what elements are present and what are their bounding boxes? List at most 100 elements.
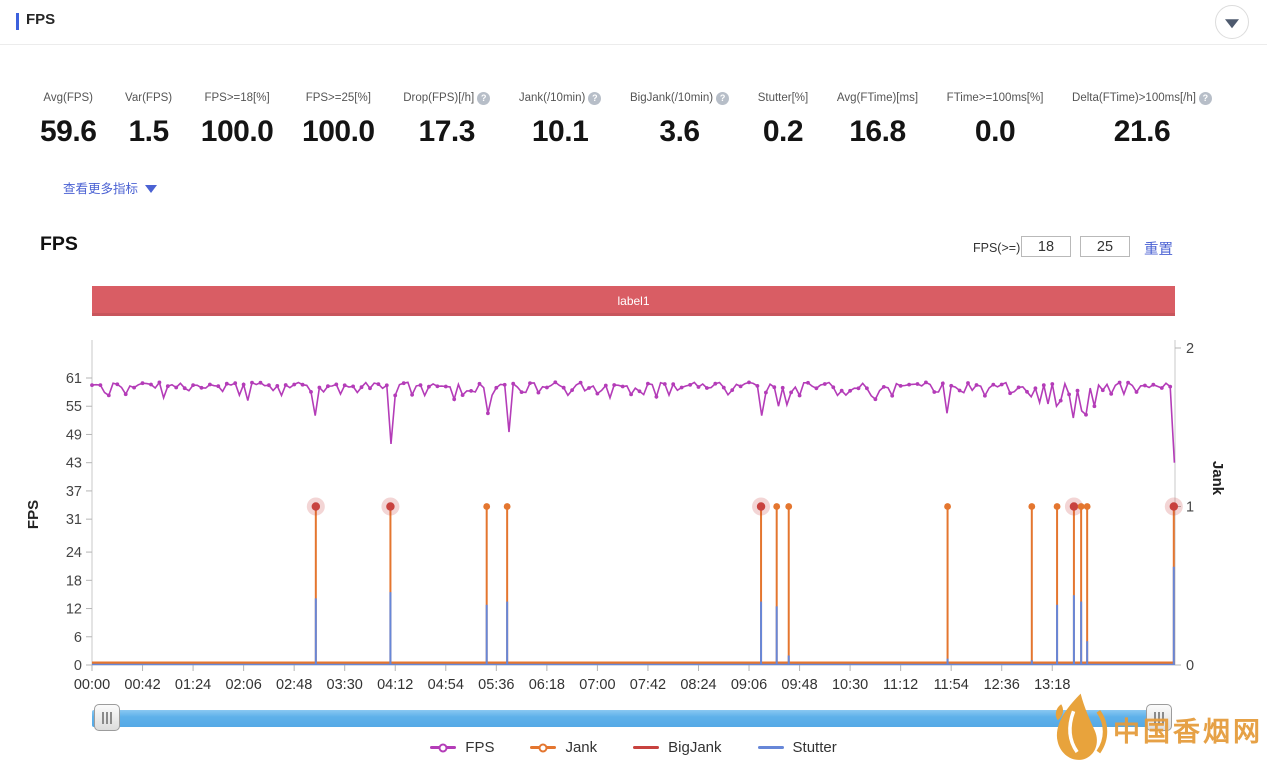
metric-label: FTime>=100ms[%] xyxy=(947,90,1044,106)
help-icon[interactable]: ? xyxy=(716,91,730,105)
metric-value: 100.0 xyxy=(302,115,375,148)
x-tick-label: 09:06 xyxy=(731,677,767,693)
help-icon[interactable]: ? xyxy=(477,91,491,105)
fps-point xyxy=(401,381,406,386)
fps-point xyxy=(991,382,996,387)
legend-label: Jank xyxy=(565,739,598,756)
fps-point xyxy=(376,382,381,386)
x-tick-label: 02:48 xyxy=(276,677,312,693)
fps-point xyxy=(1016,385,1021,390)
collapse-panel-button[interactable] xyxy=(1215,5,1249,39)
metric-label-text: Stutter[%] xyxy=(757,92,809,104)
fps-point xyxy=(511,381,516,386)
legend-item-jank[interactable]: Jank xyxy=(530,739,597,756)
fps-point xyxy=(1159,386,1164,390)
metric-9: FTime>=100ms[%] 0.0 xyxy=(947,90,1044,149)
reset-button[interactable]: 重置 xyxy=(1144,242,1173,258)
fps-point xyxy=(721,385,726,390)
fps-point xyxy=(1008,391,1012,396)
fps-point xyxy=(932,390,937,394)
y-right-axis-title: Jank xyxy=(1209,461,1226,496)
fps-point xyxy=(966,381,970,385)
fps-point xyxy=(300,382,305,387)
view-more-metrics-link[interactable]: 查看更多指标 xyxy=(63,178,158,197)
metric-label: Avg(FTime)[ms] xyxy=(837,90,918,106)
fps-point xyxy=(730,388,735,392)
fps-point xyxy=(1084,412,1088,417)
x-tick-label: 03:30 xyxy=(327,677,363,693)
fps-point xyxy=(393,393,398,398)
fps-point xyxy=(806,380,810,385)
jank-marker xyxy=(1053,503,1061,510)
fps-point xyxy=(435,384,440,389)
fps-point xyxy=(1075,388,1080,393)
legend-item-stutter[interactable]: Stutter xyxy=(757,739,837,756)
jank-marker xyxy=(1028,503,1036,510)
fps-threshold-max-input[interactable] xyxy=(1080,236,1130,257)
fps-point xyxy=(865,386,869,391)
page-title: FPS xyxy=(26,11,56,28)
scrollbar-track[interactable] xyxy=(92,710,1172,727)
fps-point xyxy=(688,383,692,387)
fps-point xyxy=(662,382,667,386)
view-more-metrics-label: 查看更多指标 xyxy=(63,182,139,196)
metric-4: Drop(FPS)[/h]? 17.3 xyxy=(403,90,491,149)
metric-value: 100.0 xyxy=(200,115,274,148)
fps-point xyxy=(789,390,793,395)
fps-point xyxy=(98,383,103,387)
fps-point xyxy=(250,380,254,385)
help-icon[interactable]: ? xyxy=(588,91,602,105)
fps-point xyxy=(452,397,457,402)
fps-point xyxy=(1126,380,1130,385)
scrollbar-right-handle[interactable] xyxy=(1146,704,1172,731)
fps-point xyxy=(705,386,709,390)
metric-0: Avg(FPS) 59.6 xyxy=(40,90,97,149)
metric-value: 0.2 xyxy=(762,115,804,148)
metric-value: 10.1 xyxy=(531,115,589,148)
fps-threshold-min-input[interactable] xyxy=(1021,236,1071,257)
y-right-tick-label: 2 xyxy=(1186,341,1194,357)
metric-label: Stutter[%] xyxy=(758,90,809,106)
legend-item-fps[interactable]: FPS xyxy=(430,739,494,756)
fps-point xyxy=(1067,392,1071,397)
help-icon[interactable]: ? xyxy=(1198,91,1212,105)
x-tick-label: 04:54 xyxy=(428,677,464,693)
fps-point xyxy=(460,393,465,397)
metric-value: 3.6 xyxy=(659,115,700,148)
metric-label-text: Delta(FTime)>100ms[/h] xyxy=(1072,92,1196,104)
fps-point xyxy=(738,384,743,389)
x-tick-label: 05:36 xyxy=(478,677,514,693)
y-left-tick-label: 31 xyxy=(66,512,82,528)
fps-point xyxy=(654,394,659,399)
chevron-down-icon xyxy=(145,184,158,193)
x-tick-label: 10:30 xyxy=(832,677,868,693)
fps-point xyxy=(334,382,339,387)
fps-point xyxy=(679,385,684,390)
fps-line xyxy=(91,380,1176,463)
fps-point xyxy=(814,386,819,391)
fps-point xyxy=(587,386,591,390)
fps-point xyxy=(115,382,120,387)
fps-point xyxy=(545,385,549,390)
fps-point xyxy=(241,382,246,387)
y-left-tick-label: 6 xyxy=(74,630,82,646)
legend-label: FPS xyxy=(465,739,495,756)
fps-point xyxy=(570,388,574,392)
y-left-tick-label: 61 xyxy=(66,371,82,387)
x-tick-label: 09:48 xyxy=(781,677,817,693)
fps-point xyxy=(646,381,650,386)
x-tick-label: 07:42 xyxy=(630,677,666,693)
legend-item-bigjank[interactable]: BigJank xyxy=(633,739,722,756)
fps-point xyxy=(132,385,137,390)
metric-8: Avg(FTime)[ms] 16.8 xyxy=(837,90,918,149)
fps-point xyxy=(974,383,979,387)
fps-point xyxy=(309,390,313,394)
scrollbar-left-handle[interactable] xyxy=(94,704,120,731)
metric-10: Delta(FTime)>100ms[/h]? 21.6 xyxy=(1072,90,1212,149)
fps-point xyxy=(292,382,297,387)
bigjank-marker xyxy=(756,502,766,511)
fps-point xyxy=(595,391,600,396)
metric-label: Jank(/10min)? xyxy=(519,90,602,106)
metric-label-text: Avg(FTime)[ms] xyxy=(836,92,919,104)
